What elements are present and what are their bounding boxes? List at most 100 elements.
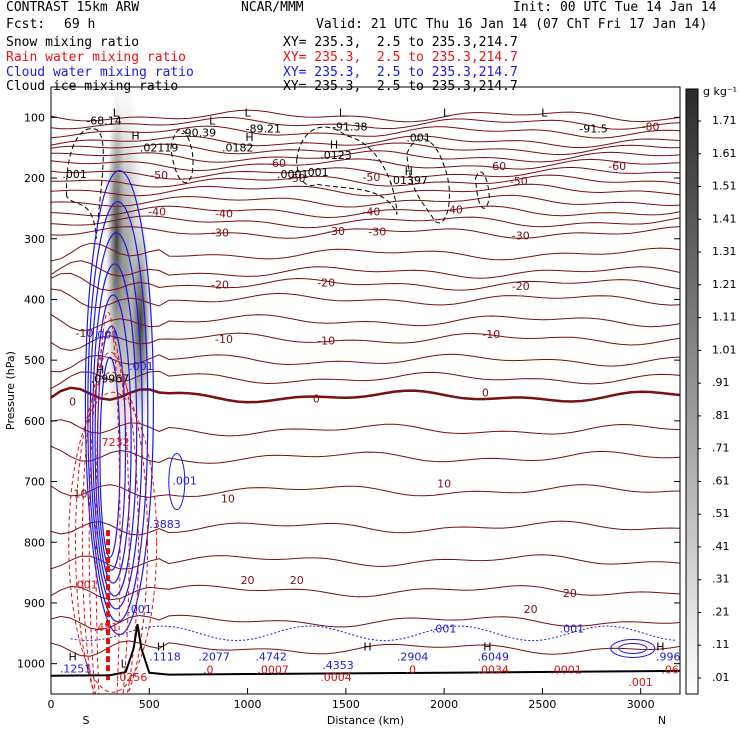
temperature-contour-label: -30 (211, 227, 229, 240)
extremum-label: L (209, 114, 216, 127)
temperature-contour (51, 272, 680, 292)
extremum-label: H (330, 139, 338, 152)
y-tick-label: 900 (24, 597, 45, 610)
contour-value-label: .0 (405, 664, 416, 677)
contour-value-label: .001 (406, 131, 431, 144)
contour-value-label: .001 (94, 329, 119, 342)
cloud-ice-contour (406, 138, 450, 224)
rain-water-contour (81, 351, 139, 694)
temperature-contour-label: 0 (69, 395, 76, 408)
temperature-contour (51, 183, 680, 197)
contour-value-label: .0034 (478, 664, 510, 677)
temperature-contour (51, 150, 680, 163)
temperature-contour (51, 640, 680, 657)
contour-value-label: .001 (129, 360, 154, 373)
temperature-contour-label: -30 (327, 225, 345, 238)
contour-value-label: .7232 (98, 436, 130, 449)
temperature-contour-label: -10 (317, 335, 335, 348)
rain-water-contour (95, 311, 121, 694)
cloud-water-contour (618, 642, 648, 654)
colorbar-unit: g kg⁻¹ (703, 85, 737, 98)
extremum-label: L (339, 106, 346, 119)
temperature-contour (51, 226, 680, 239)
legend-label-cloudwater: Cloud water mixing ratio (6, 65, 194, 80)
contour-value-label: .001 (560, 622, 585, 635)
contour-value-label: .4742 (255, 650, 287, 663)
contour-value-label: .06 (661, 664, 679, 677)
cloud-ice-contour (66, 128, 104, 239)
contour-value-label: .4353 (322, 659, 354, 672)
contour-value-label: .001 (172, 474, 197, 487)
model-title: CONTRAST 15km ARW (6, 0, 140, 15)
temperature-contour-label: -20 (317, 276, 335, 289)
colorbar-tick-label: .91 (712, 376, 730, 389)
north-end-label: N (658, 714, 666, 727)
temperature-contour (51, 109, 680, 123)
temperature-contour (51, 370, 680, 390)
legend-xy-cloudwater: XY= 235.3, 2.5 to 235.3,214.7 (283, 65, 518, 80)
extremum-label: H (131, 130, 139, 143)
contour-value-label: -91.5 (579, 122, 607, 135)
colorbar-tick-label: 1.21 (712, 278, 737, 291)
temperature-contour-label: -20 (512, 280, 530, 293)
temperature-contour-label: -40 (362, 205, 380, 218)
rain-water-contour (88, 331, 130, 694)
contour-value-label: .451 (94, 621, 119, 634)
colorbar-tick-label: 1.61 (712, 147, 737, 160)
temperature-contour-label: 10 (437, 477, 451, 490)
temperature-contour (51, 205, 680, 219)
temperature-contour-label: -80 (642, 120, 660, 133)
colorbar-tick-label: 1.11 (712, 311, 737, 324)
contour-value-label: .2904 (397, 650, 429, 663)
extremum-label: L (113, 106, 120, 119)
cloud-water-contour (94, 294, 132, 584)
temperature-contour (51, 158, 680, 172)
y-tick-label: 200 (24, 172, 45, 185)
temperature-contour-label: -10 (482, 328, 500, 341)
contour-value-label: .0001 (550, 664, 582, 677)
contour-value-label: .996 (656, 650, 681, 663)
cloud-ice-contour (475, 171, 490, 209)
legend-xy-snow: XY= 235.3, 2.5 to 235.3,214.7 (283, 35, 518, 50)
y-tick-label: 800 (24, 536, 45, 549)
temperature-contour-label: -50 (510, 175, 528, 188)
legend-label-snow: Snow mixing ratio (6, 35, 140, 50)
colorbar-tick-label: .31 (712, 573, 730, 586)
x-tick-label: 500 (139, 698, 160, 711)
colorbar-tick-label: 1.01 (712, 343, 737, 356)
contour-value-label: .01397 (389, 174, 428, 187)
contour-value-label: -90.39 (181, 127, 216, 140)
colorbar-tick-label: .01 (712, 671, 730, 684)
temperature-contour (51, 260, 680, 279)
contour-value-label: .0 (203, 664, 214, 677)
x-axis-label: Distance (km) (327, 714, 404, 727)
extremum-label: H (96, 363, 104, 376)
extremum-label: H (363, 641, 371, 654)
valid-time: Valid: 21 UTC Thu 16 Jan 14 (07 ChT Fri … (316, 17, 708, 32)
y-axis-label: Pressure (hPa) (4, 351, 17, 430)
temperature-contour (51, 135, 680, 149)
extremum-label: H (68, 650, 76, 663)
y-tick-label: 300 (24, 233, 45, 246)
x-tick-label: 1000 (234, 698, 262, 711)
surface-pressure-line (51, 624, 680, 677)
temperature-contour-label: 20 (241, 574, 255, 587)
extremum-label: L (121, 658, 128, 671)
temperature-contour (51, 445, 680, 464)
contour-value-label: .2077 (198, 650, 230, 663)
temperature-contour (51, 116, 680, 130)
temperature-contour (51, 520, 680, 536)
temperature-contour-label: -30 (512, 230, 530, 243)
y-tick-label: 700 (24, 476, 45, 489)
temperature-contour (51, 614, 680, 631)
temperature-contour (51, 166, 680, 180)
contour-value-label: .001 (62, 168, 87, 181)
contour-value-label: .6049 (478, 650, 510, 663)
temperature-contour-label: -50 (288, 172, 306, 185)
extremum-label: H (405, 165, 413, 178)
extremum-label: H (656, 641, 664, 654)
temperature-contour-label: -60 (488, 160, 506, 173)
snow-shading-core-lower (128, 213, 153, 434)
contour-value-label: .09967 (91, 372, 130, 385)
colorbar-tick-label: 1.41 (712, 212, 737, 225)
